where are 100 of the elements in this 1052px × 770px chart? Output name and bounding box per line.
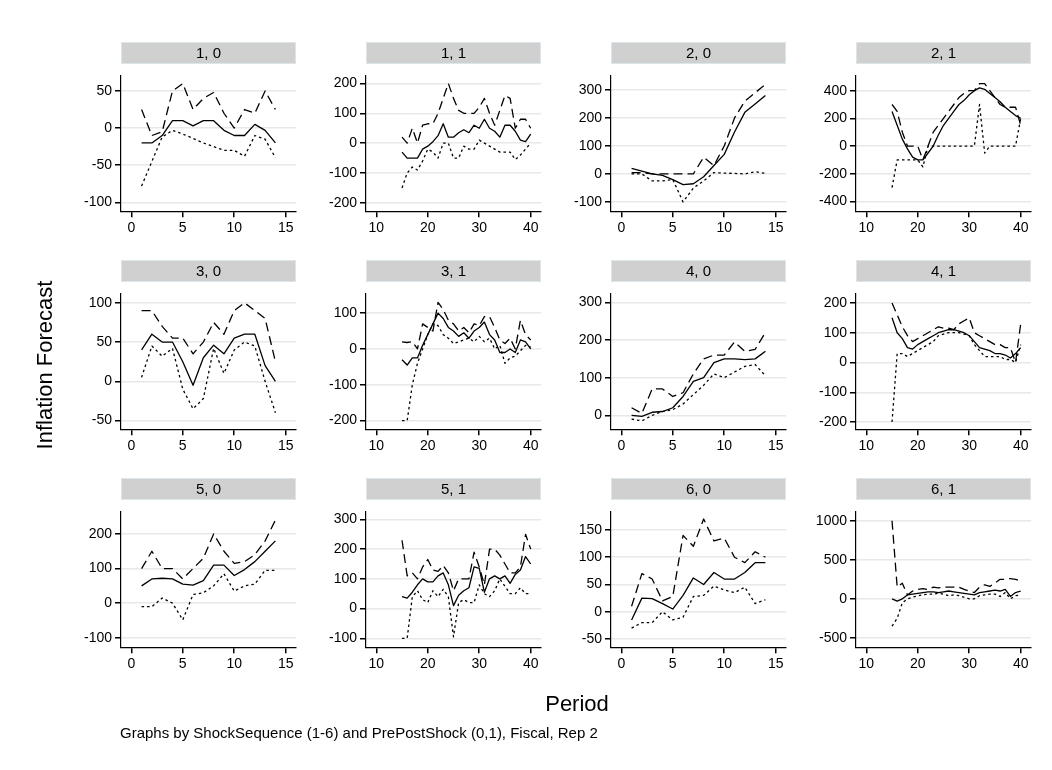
x-tick-label: 20 xyxy=(419,655,436,672)
x-tick-label: 10 xyxy=(716,219,733,236)
y-tick-label: 100 xyxy=(333,104,358,121)
x-tick-label: 20 xyxy=(909,655,926,672)
y-tick-label: -200 xyxy=(328,193,358,210)
chart-title: 5, 0 xyxy=(121,478,296,500)
y-tick-label: -100 xyxy=(573,192,603,209)
line-series xyxy=(140,341,277,414)
x-tick-label: 15 xyxy=(767,655,784,672)
x-tick-label: 20 xyxy=(419,437,436,454)
line-series xyxy=(140,82,277,137)
y-tick-label: 500 xyxy=(823,550,848,567)
x-tick-label: 15 xyxy=(767,437,784,454)
x-tick-label: 10 xyxy=(858,655,875,672)
y-tick-label: 200 xyxy=(823,109,848,126)
y-tick-label: -100 xyxy=(328,375,358,392)
y-tick-label: -50 xyxy=(91,156,113,173)
y-tick-label: -400 xyxy=(818,192,848,209)
x-tick-label: 5 xyxy=(668,437,677,454)
x-tick-label: 40 xyxy=(522,655,539,672)
y-axis-title: Inflation Forecast xyxy=(32,279,58,452)
y-tick-label: 400 xyxy=(823,81,848,98)
y-tick-label: 100 xyxy=(823,323,848,340)
y-tick-label: 300 xyxy=(333,510,358,527)
x-tick-label: 30 xyxy=(961,219,978,236)
y-tick-label: 0 xyxy=(349,599,358,616)
x-tick-label: 30 xyxy=(471,655,488,672)
y-tick-label: 100 xyxy=(88,559,113,576)
y-tick-label: 100 xyxy=(578,368,603,385)
x-tick-label: 0 xyxy=(127,655,136,672)
y-tick-label: 150 xyxy=(578,520,603,537)
x-tick-label: 10 xyxy=(858,219,875,236)
x-tick-label: 40 xyxy=(522,219,539,236)
y-tick-label: 0 xyxy=(104,594,113,611)
x-tick-label: 15 xyxy=(277,437,294,454)
y-tick-label: 200 xyxy=(578,108,603,125)
x-tick-label: 10 xyxy=(368,655,385,672)
x-tick-label: 0 xyxy=(617,655,626,672)
line-series xyxy=(140,519,277,580)
x-tick-label: 15 xyxy=(277,219,294,236)
x-tick-label: 40 xyxy=(1012,655,1029,672)
y-tick-label: 100 xyxy=(333,303,358,320)
chart-title: 6, 0 xyxy=(611,478,786,500)
x-tick-label: 20 xyxy=(909,219,926,236)
x-tick-label: 5 xyxy=(178,437,187,454)
y-tick-label: 0 xyxy=(594,164,603,181)
y-tick-label: 300 xyxy=(578,293,603,310)
y-tick-label: 100 xyxy=(333,569,358,586)
y-tick-label: 0 xyxy=(349,134,358,151)
chart-title: 1, 0 xyxy=(121,42,296,64)
x-tick-label: 40 xyxy=(1012,219,1029,236)
line-series xyxy=(401,139,532,189)
x-tick-label: 20 xyxy=(909,437,926,454)
chart-title: 2, 1 xyxy=(856,42,1031,64)
y-tick-label: -50 xyxy=(91,411,113,428)
y-tick-label: 0 xyxy=(594,406,603,423)
y-tick-label: -100 xyxy=(83,193,113,210)
x-tick-label: 5 xyxy=(668,655,677,672)
x-tick-label: 15 xyxy=(767,219,784,236)
line-series xyxy=(630,585,767,629)
x-tick-label: 5 xyxy=(178,219,187,236)
y-tick-label: 100 xyxy=(578,136,603,153)
x-tick-label: 10 xyxy=(368,437,385,454)
chart-title: 3, 1 xyxy=(366,260,541,282)
x-tick-label: 30 xyxy=(961,655,978,672)
x-tick-label: 40 xyxy=(522,437,539,454)
y-tick-label: 200 xyxy=(333,540,358,556)
y-tick-label: 50 xyxy=(586,575,603,592)
x-tick-label: 10 xyxy=(368,219,385,236)
y-tick-label: -100 xyxy=(328,163,358,180)
x-tick-label: 15 xyxy=(277,655,294,672)
y-tick-label: 200 xyxy=(333,74,358,91)
x-tick-label: 0 xyxy=(617,219,626,236)
y-tick-label: 200 xyxy=(578,330,603,347)
y-tick-label: 0 xyxy=(594,602,603,619)
y-tick-label: 0 xyxy=(104,372,113,389)
x-tick-label: 5 xyxy=(668,219,677,236)
x-tick-label: 10 xyxy=(716,655,733,672)
x-tick-label: 30 xyxy=(961,437,978,454)
chart-title: 4, 0 xyxy=(611,260,786,282)
chart-title: 3, 0 xyxy=(121,260,296,282)
text: Graphs by ShockSequence (1-6) and PrePostShock (0,1), Fiscal, Rep 2 xyxy=(120,724,598,741)
x-tick-label: 0 xyxy=(127,437,136,454)
y-tick-label: 50 xyxy=(96,81,113,98)
y-tick-label: -100 xyxy=(328,629,358,646)
x-tick-label: 30 xyxy=(471,437,488,454)
y-tick-label: -500 xyxy=(818,628,848,645)
line-series xyxy=(140,569,277,621)
y-tick-label: 100 xyxy=(578,548,603,565)
x-tick-label: 10 xyxy=(226,437,243,454)
x-tick-label: 5 xyxy=(178,655,187,672)
x-tick-label: 10 xyxy=(226,655,243,672)
chart-title: 5, 1 xyxy=(366,478,541,500)
y-tick-label: -200 xyxy=(818,412,848,429)
y-tick-label: -100 xyxy=(83,628,113,645)
y-tick-label: 200 xyxy=(88,524,113,541)
y-tick-label: 0 xyxy=(839,589,848,606)
y-tick-label: 300 xyxy=(578,80,603,97)
line-series xyxy=(630,518,767,607)
x-tick-label: 0 xyxy=(127,219,136,236)
